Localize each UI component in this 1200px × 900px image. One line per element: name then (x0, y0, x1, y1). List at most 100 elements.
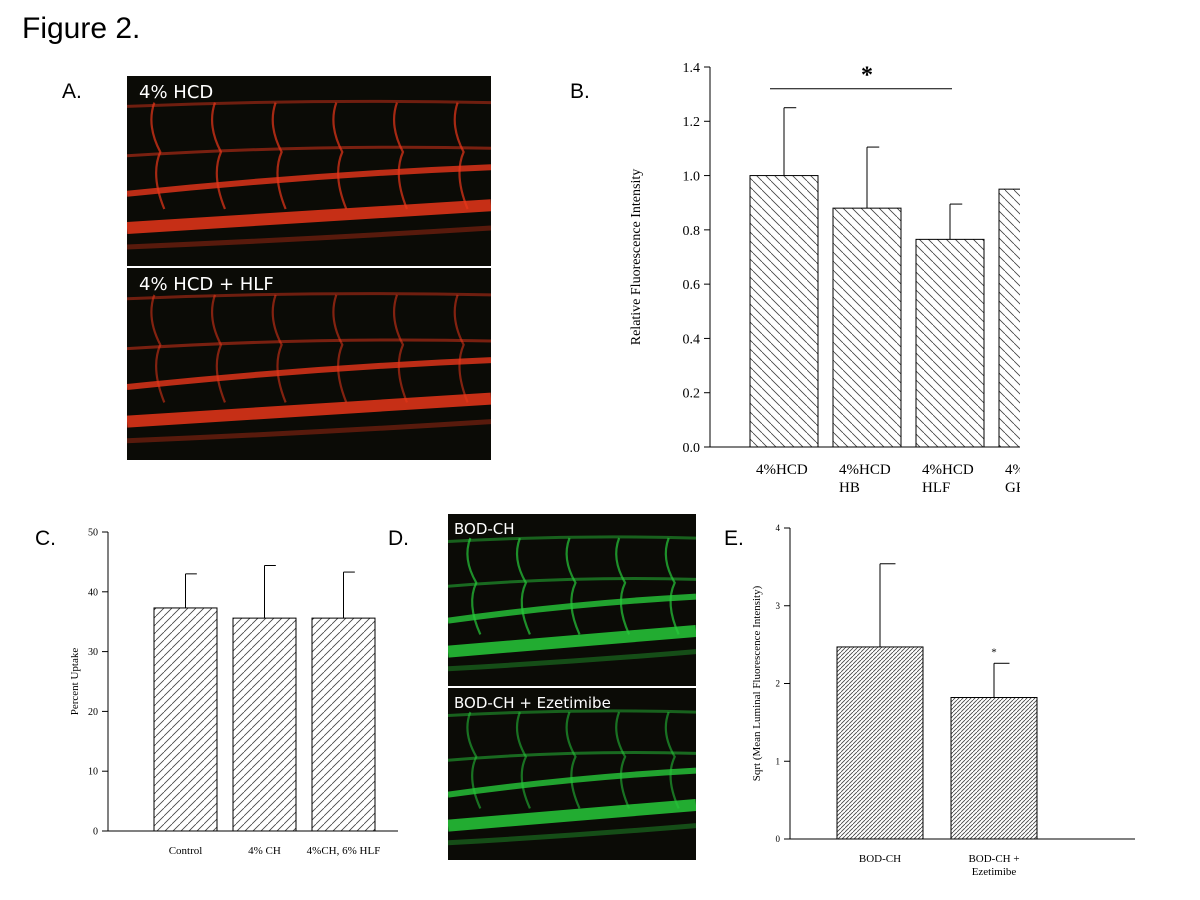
micrograph-label: 4% HCD (139, 82, 214, 103)
intersegmental-vessel (453, 294, 469, 403)
micrograph-a-top: 4% HCD (127, 76, 491, 266)
ventral-vessel (127, 225, 491, 250)
dorsal-aorta (127, 164, 491, 197)
y-tick-label: 20 (88, 707, 98, 718)
micrograph-a-bottom: 4% HCD + HLF (127, 268, 491, 460)
y-tick-label: 1.4 (683, 61, 701, 76)
vessel-group (127, 292, 491, 444)
bar (915, 238, 985, 448)
bar (311, 617, 376, 832)
intersegmental-vessel (210, 102, 226, 210)
panel-letter-b: B. (570, 80, 590, 103)
y-axis-label: Percent Uptake (69, 648, 81, 716)
dorsal-vessel (127, 292, 491, 301)
bar (749, 175, 819, 448)
intersegmental-vessel (392, 102, 408, 210)
category-label: BOD-CH (859, 853, 901, 865)
category-label: Control (169, 845, 203, 857)
ventral-vessel (448, 649, 696, 672)
dorsal-vessel (448, 535, 696, 544)
significance-marker: * (861, 63, 873, 89)
micrograph-label: BOD-CH (454, 520, 515, 538)
y-tick-label: 40 (88, 587, 98, 598)
y-tick-label: 0 (776, 834, 781, 844)
intersegmental-vessel (271, 102, 287, 210)
bar (832, 207, 902, 448)
cardinal-vein (127, 199, 491, 234)
intersegmental-vessel (332, 102, 348, 210)
y-tick-label: 1.2 (683, 115, 701, 130)
mid-vessel (448, 577, 696, 588)
intersegmental-vessel (615, 711, 631, 809)
micrograph-label: BOD-CH + Ezetimibe (454, 694, 611, 712)
category-label: 4% CH (248, 845, 281, 857)
intersegmental-vessel (515, 537, 531, 635)
micrograph-label: 4% HCD + HLF (139, 274, 274, 295)
intersegmental-vessel (565, 711, 581, 809)
bar (950, 696, 1038, 840)
cardinal-vein (127, 392, 491, 428)
bar (153, 607, 218, 832)
bar (836, 646, 924, 840)
intersegmental-vessel (466, 711, 482, 809)
y-axis-label: Relative Fluorescence Intensity (629, 169, 644, 346)
y-tick-label: 30 (88, 647, 98, 658)
intersegmental-vessel (515, 711, 531, 809)
intersegmental-vessel (453, 102, 469, 210)
mid-vessel (127, 145, 491, 158)
intersegmental-vessel (332, 294, 348, 403)
micrograph-d-bottom: BOD-CH + Ezetimibe (448, 688, 696, 860)
panel-letter-e: E. (724, 527, 744, 550)
intersegmental-vessel (150, 294, 166, 403)
dorsal-aorta (127, 357, 491, 391)
y-tick-label: 0.4 (683, 332, 701, 347)
panel-letter-a: A. (62, 80, 82, 103)
category-label: 4%HCD HLF (922, 462, 974, 496)
y-tick-label: 10 (88, 767, 98, 778)
y-tick-label: 0.6 (683, 278, 701, 293)
y-axis-label: Sqrt (Mean Luminal Fluorescence Intensit… (751, 585, 763, 781)
chart-e: 0 1 2 3 4 Sqrt (Mean Luminal Fluorescence Int… (751, 523, 1135, 878)
category-label: 4%CH, 6% HLF (307, 845, 381, 857)
chart-c: 0 10 20 30 40 50 Percent Uptake Control 4% CH 4%C… (69, 528, 398, 857)
mid-vessel (127, 338, 491, 351)
vessel-image (127, 99, 491, 250)
intersegmental-vessel (210, 294, 226, 403)
category-label: 4%HCD (756, 462, 808, 478)
bar (232, 617, 297, 832)
category-label: 4%HCDGR (1005, 462, 1020, 496)
y-tick-label: 1.0 (683, 169, 701, 184)
vessel-group (448, 535, 696, 672)
chart-b: 0.0 0.2 0.4 0.6 0.8 1.0 1.2 1.4 Relative Fluores… (629, 61, 1020, 496)
vessel-group (448, 709, 696, 846)
intersegmental-vessel (664, 537, 680, 635)
ventral-vessel (448, 823, 696, 846)
dorsal-vessel (127, 99, 491, 108)
bar-annotation: * (991, 646, 997, 658)
panel-letter-d: D. (388, 527, 409, 550)
cardinal-vein (448, 624, 696, 658)
intersegmental-vessel (664, 711, 680, 809)
figure-title: Figure 2. (22, 12, 141, 45)
intersegmental-vessel (565, 537, 581, 635)
vessel-group (127, 99, 491, 250)
y-tick-label: 0.8 (683, 224, 701, 239)
micrograph-d-top: BOD-CH (448, 514, 696, 686)
panel-letter-c: C. (35, 527, 56, 550)
y-tick-label: 1 (776, 756, 781, 766)
y-tick-label: 0 (93, 827, 98, 838)
intersegmental-vessel (150, 102, 166, 210)
intersegmental-vessel (392, 294, 408, 403)
intersegmental-vessel (466, 537, 482, 635)
dorsal-vessel (448, 709, 696, 718)
vessel-image (127, 292, 491, 444)
y-tick-label: 0.0 (683, 441, 701, 456)
vessel-image (448, 709, 696, 846)
y-tick-label: 0.2 (683, 387, 701, 402)
bar (998, 188, 1020, 448)
category-label: 4%HCD HB (839, 462, 891, 496)
intersegmental-vessel (271, 294, 287, 403)
mid-vessel (448, 751, 696, 762)
y-tick-label: 50 (88, 528, 98, 539)
ventral-vessel (127, 419, 491, 444)
